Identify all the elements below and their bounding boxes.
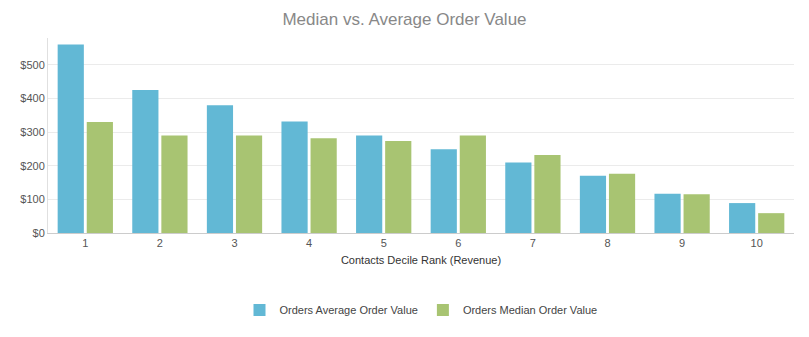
svg-text:1: 1 [82, 237, 88, 249]
svg-text:$0: $0 [33, 227, 45, 239]
svg-text:3: 3 [231, 237, 237, 249]
svg-text:$100: $100 [20, 193, 44, 205]
svg-text:9: 9 [679, 237, 685, 249]
svg-text:2: 2 [157, 237, 163, 249]
svg-text:10: 10 [751, 237, 763, 249]
svg-text:$400: $400 [20, 92, 44, 104]
svg-text:$200: $200 [20, 160, 44, 172]
svg-text:$300: $300 [20, 126, 44, 138]
svg-text:8: 8 [604, 237, 610, 249]
svg-text:Orders Median Order Value: Orders Median Order Value [463, 304, 597, 316]
svg-text:$500: $500 [20, 59, 44, 71]
svg-text:5: 5 [381, 237, 387, 249]
svg-text:7: 7 [530, 237, 536, 249]
svg-text:Orders Average Order Value: Orders Average Order Value [280, 304, 418, 316]
svg-text:6: 6 [455, 237, 461, 249]
svg-text:Contacts Decile Rank (Revenue): Contacts Decile Rank (Revenue) [341, 254, 501, 266]
svg-text:Median vs. Average Order Value: Median vs. Average Order Value [282, 10, 526, 29]
svg-text:4: 4 [306, 237, 312, 249]
